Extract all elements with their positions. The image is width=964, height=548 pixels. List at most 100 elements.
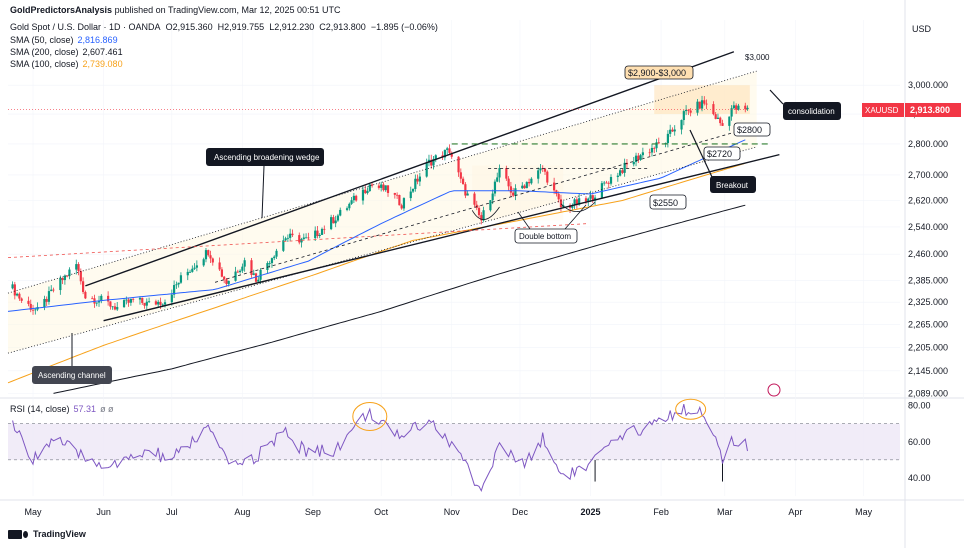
candle-body	[177, 282, 180, 285]
candle-body	[195, 265, 198, 268]
candle-body	[696, 101, 699, 113]
candle-body	[100, 295, 103, 301]
candle-body	[68, 269, 71, 277]
indicator-value: 2,739.080	[82, 59, 123, 69]
double-bottom-arc-1	[471, 206, 500, 220]
candle-body	[284, 238, 287, 241]
candle-body	[482, 210, 485, 221]
time-tick-label: 2025	[581, 507, 601, 517]
candle-body	[525, 182, 528, 189]
price-tick-label: 2,385.000	[908, 276, 948, 286]
candle-body	[480, 215, 483, 221]
candle-body	[491, 193, 494, 201]
price-tick-label: 2,089.000	[908, 388, 948, 398]
candle-body	[507, 178, 510, 187]
indicator-label: SMA (200, close)	[10, 47, 79, 57]
double-bottom-label: Double bottom	[519, 232, 571, 241]
symbol-title: Gold Spot / U.S. Dollar · 1D · OANDA	[10, 22, 161, 32]
indicator-sma200[interactable]: SMA (200, close) 2,607.461	[10, 47, 123, 57]
candle-body	[553, 182, 556, 191]
candle-body	[355, 195, 358, 201]
candle-body	[132, 298, 135, 300]
price-tick-label: 3,000.000	[908, 80, 948, 90]
indicator-sma50[interactable]: SMA (50, close) 2,816.869	[10, 35, 118, 45]
candle-body	[393, 192, 396, 195]
indicator-sma100[interactable]: SMA (100, close) 2,739.080	[10, 59, 123, 69]
candle-body	[584, 198, 588, 202]
price-tick-label: 2,460.000	[908, 249, 948, 259]
candle-body	[129, 298, 132, 303]
candle-body	[370, 184, 374, 186]
candle-body	[457, 156, 460, 173]
candle-body	[154, 301, 158, 305]
candle-body	[728, 116, 731, 126]
candle-body	[304, 237, 308, 239]
candle-body	[559, 199, 563, 208]
price-tick-label: 2,800.000	[908, 139, 948, 149]
candle-body	[252, 273, 255, 275]
candle-body	[377, 185, 381, 188]
candle-body	[43, 298, 46, 308]
rsi-tick-label: 60.00	[908, 437, 931, 447]
candle-body	[450, 152, 453, 157]
time-tick-label: Dec	[512, 507, 529, 517]
rsi-tick-label: 40.00	[908, 473, 931, 483]
candle-body	[746, 107, 749, 110]
footer-brand[interactable]: TradingView	[8, 529, 86, 539]
price-tag-text: 2,913.800	[910, 105, 950, 115]
candle-body	[382, 184, 385, 191]
candle-body	[188, 271, 192, 273]
level-2550-box	[649, 194, 687, 210]
candle-body	[575, 199, 578, 205]
level-2800-box	[733, 122, 771, 137]
candle-body	[380, 184, 383, 188]
candle-body	[268, 263, 271, 264]
candle-body	[682, 111, 685, 121]
mid-dashed-line	[214, 125, 757, 283]
sma200-line	[53, 204, 746, 394]
candle-body	[323, 228, 326, 230]
indicator-rsi[interactable]: RSI (14, close) 57.31 ø ø	[10, 404, 114, 414]
candle-body	[191, 268, 194, 272]
candle-body	[509, 186, 512, 193]
candle-body	[698, 101, 701, 109]
wedge-lower-line	[103, 153, 780, 322]
candle-body	[498, 168, 501, 178]
candle-body	[402, 198, 406, 209]
candle-body	[671, 129, 674, 132]
open-value: O2,915.360	[165, 22, 213, 32]
candle-body	[603, 182, 606, 184]
candle-body	[632, 161, 635, 165]
candles	[11, 95, 749, 315]
candle-body	[193, 267, 196, 269]
candle-body	[425, 162, 428, 177]
candle-body	[161, 304, 164, 306]
price-tick-label: 2,700.000	[908, 170, 948, 180]
candle-body	[619, 170, 622, 176]
candle-body	[657, 142, 660, 144]
candle-body	[239, 270, 242, 273]
candle-body	[45, 298, 48, 302]
candle-body	[318, 234, 321, 236]
candle-body	[714, 114, 717, 119]
double-bottom-arc-2	[560, 201, 596, 212]
consolidation-pointer	[769, 89, 784, 105]
indicator-label: SMA (100, close)	[10, 59, 79, 69]
candle-body	[621, 170, 624, 173]
moving-averages	[7, 139, 746, 394]
candle-body	[109, 301, 112, 307]
rsi-extra: ø ø	[100, 404, 114, 414]
level-2720-label: $2720	[707, 149, 732, 159]
candle-body	[557, 193, 560, 200]
double-bottom-pointer-2	[564, 204, 587, 230]
range-label-box	[624, 65, 694, 80]
candle-body	[493, 181, 497, 194]
candle-body	[97, 300, 101, 303]
double-bottom-box	[472, 165, 564, 221]
candle-body	[637, 155, 640, 160]
rsi-tick-label: 80.00	[908, 401, 931, 411]
candle-body	[512, 192, 515, 196]
candle-body	[111, 306, 114, 308]
